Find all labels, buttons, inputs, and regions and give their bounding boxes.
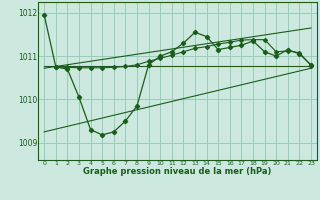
X-axis label: Graphe pression niveau de la mer (hPa): Graphe pression niveau de la mer (hPa) [84,167,272,176]
